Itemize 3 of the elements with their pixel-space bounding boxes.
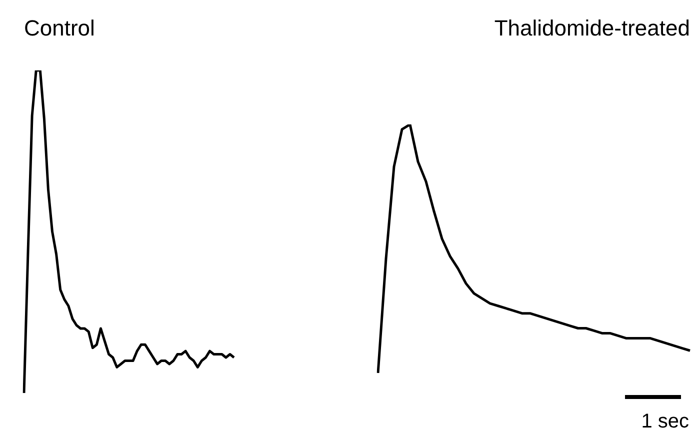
chart-title: Control bbox=[24, 15, 95, 40]
text: 1 sec bbox=[641, 410, 689, 433]
chart-title: Thalidomide-treated bbox=[494, 15, 690, 40]
